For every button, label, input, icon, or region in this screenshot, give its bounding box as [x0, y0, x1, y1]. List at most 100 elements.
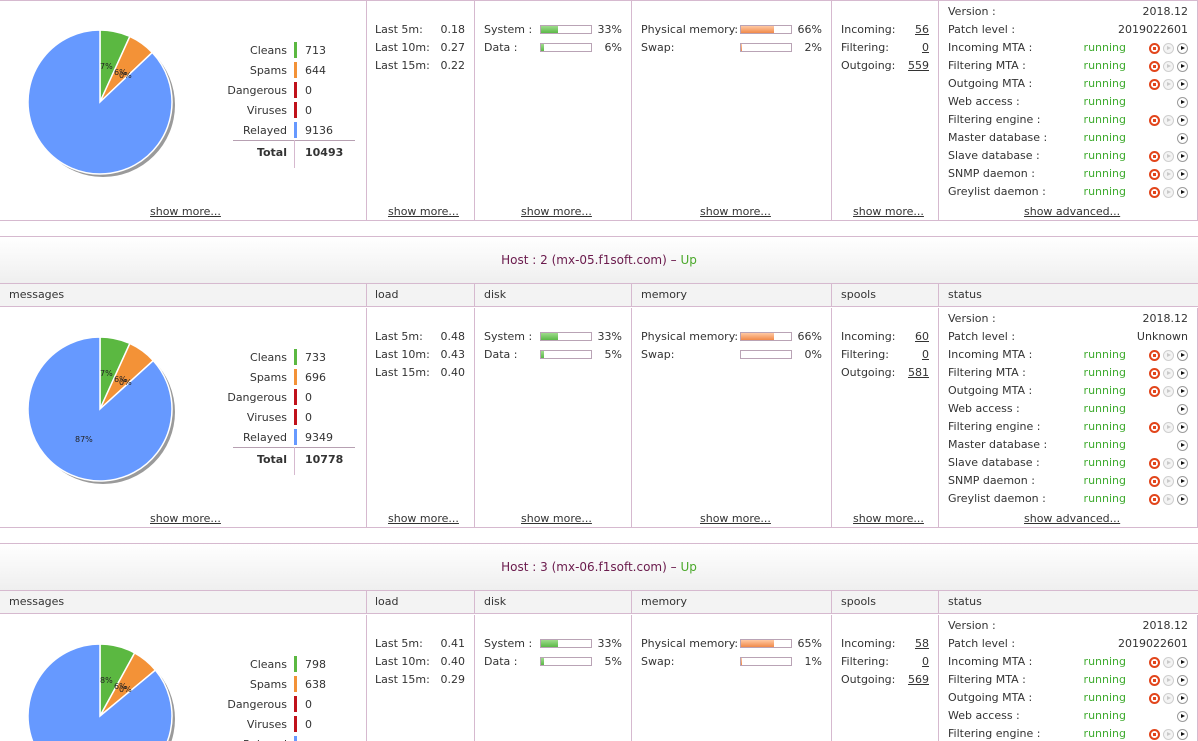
memory-usage-bar [740, 25, 792, 34]
stop-service-icon[interactable] [1149, 187, 1160, 198]
messages-show-more-link[interactable]: show more... [150, 205, 221, 218]
restart-service-icon[interactable] [1163, 151, 1174, 162]
status-label: Outgoing MTA : [948, 384, 1033, 397]
start-service-icon[interactable] [1177, 404, 1188, 415]
spool-count-link[interactable]: 559 [908, 59, 929, 72]
start-service-icon[interactable] [1177, 43, 1188, 54]
stop-service-icon[interactable] [1149, 675, 1160, 686]
stop-service-icon[interactable] [1149, 368, 1160, 379]
start-service-icon[interactable] [1177, 386, 1188, 397]
restart-service-icon[interactable] [1163, 494, 1174, 505]
legend-label-cleans: Cleans [250, 658, 287, 671]
status-label: Filtering engine : [948, 113, 1041, 126]
stop-service-icon[interactable] [1149, 79, 1160, 90]
start-service-icon[interactable] [1177, 675, 1188, 686]
spool-count-link[interactable]: 60 [915, 330, 929, 343]
spools-show-more-link[interactable]: show more... [853, 205, 924, 218]
load-show-more-link[interactable]: show more... [388, 512, 459, 525]
start-service-icon[interactable] [1177, 422, 1188, 433]
memory-show-more-link[interactable]: show more... [700, 205, 771, 218]
legend-value-dangerous: 0 [305, 391, 312, 404]
restart-service-icon[interactable] [1163, 368, 1174, 379]
load-show-more-link[interactable]: show more... [388, 205, 459, 218]
stop-service-icon[interactable] [1149, 657, 1160, 668]
start-service-icon[interactable] [1177, 169, 1188, 180]
stop-service-icon[interactable] [1149, 422, 1160, 433]
start-service-icon[interactable] [1177, 79, 1188, 90]
stop-service-icon[interactable] [1149, 494, 1160, 505]
restart-service-icon[interactable] [1163, 79, 1174, 90]
restart-service-icon[interactable] [1163, 476, 1174, 487]
stop-service-icon[interactable] [1149, 458, 1160, 469]
start-service-icon[interactable] [1177, 440, 1188, 451]
memory-label: Physical memory: [641, 330, 739, 343]
start-service-icon[interactable] [1177, 133, 1188, 144]
legend-label-total: Total [256, 453, 287, 466]
column-header-disk: disk [484, 288, 507, 301]
restart-service-icon[interactable] [1163, 169, 1174, 180]
stop-service-icon[interactable] [1149, 693, 1160, 704]
service-status: running [1083, 438, 1126, 451]
host-state: Up [680, 253, 697, 267]
start-service-icon[interactable] [1177, 458, 1188, 469]
restart-service-icon[interactable] [1163, 350, 1174, 361]
messages-pie-chart: 7%6%0% 87% [27, 336, 175, 484]
legend-value-viruses: 0 [305, 718, 312, 731]
spool-count-link[interactable]: 569 [908, 673, 929, 686]
restart-service-icon[interactable] [1163, 422, 1174, 433]
status-label: Greylist daemon : [948, 185, 1046, 198]
start-service-icon[interactable] [1177, 350, 1188, 361]
status-label: Version : [948, 619, 996, 632]
spool-count-link[interactable]: 0 [922, 348, 929, 361]
status-show-advanced-link[interactable]: show advanced... [1024, 205, 1121, 218]
restart-service-icon[interactable] [1163, 675, 1174, 686]
start-service-icon[interactable] [1177, 494, 1188, 505]
start-service-icon[interactable] [1177, 368, 1188, 379]
memory-show-more-link[interactable]: show more... [700, 512, 771, 525]
restart-service-icon[interactable] [1163, 729, 1174, 740]
column-divider [366, 308, 367, 527]
start-service-icon[interactable] [1177, 187, 1188, 198]
restart-service-icon[interactable] [1163, 386, 1174, 397]
start-service-icon[interactable] [1177, 115, 1188, 126]
disk-show-more-link[interactable]: show more... [521, 512, 592, 525]
restart-service-icon[interactable] [1163, 43, 1174, 54]
restart-service-icon[interactable] [1163, 458, 1174, 469]
stop-service-icon[interactable] [1149, 115, 1160, 126]
stop-service-icon[interactable] [1149, 476, 1160, 487]
start-service-icon[interactable] [1177, 151, 1188, 162]
stop-service-icon[interactable] [1149, 386, 1160, 397]
disk-show-more-link[interactable]: show more... [521, 205, 592, 218]
legend-color-viruses [294, 409, 297, 425]
restart-service-icon[interactable] [1163, 61, 1174, 72]
spool-count-link[interactable]: 581 [908, 366, 929, 379]
stop-service-icon[interactable] [1149, 151, 1160, 162]
column-header-messages: messages [9, 288, 65, 301]
stop-service-icon[interactable] [1149, 43, 1160, 54]
start-service-icon[interactable] [1177, 657, 1188, 668]
stop-service-icon[interactable] [1149, 61, 1160, 72]
restart-service-icon[interactable] [1163, 187, 1174, 198]
start-service-icon[interactable] [1177, 61, 1188, 72]
start-service-icon[interactable] [1177, 711, 1188, 722]
messages-show-more-link[interactable]: show more... [150, 512, 221, 525]
spool-count-link[interactable]: 0 [922, 655, 929, 668]
spool-count-link[interactable]: 56 [915, 23, 929, 36]
status-show-advanced-link[interactable]: show advanced... [1024, 512, 1121, 525]
spool-count-link[interactable]: 0 [922, 41, 929, 54]
legend-label-spams: Spams [249, 678, 287, 691]
start-service-icon[interactable] [1177, 693, 1188, 704]
stop-service-icon[interactable] [1149, 729, 1160, 740]
start-service-icon[interactable] [1177, 97, 1188, 108]
spools-show-more-link[interactable]: show more... [853, 512, 924, 525]
restart-service-icon[interactable] [1163, 693, 1174, 704]
legend-color-relayed [294, 122, 297, 138]
restart-service-icon[interactable] [1163, 657, 1174, 668]
restart-service-icon[interactable] [1163, 115, 1174, 126]
stop-service-icon[interactable] [1149, 169, 1160, 180]
start-service-icon[interactable] [1177, 476, 1188, 487]
spool-count-link[interactable]: 58 [915, 637, 929, 650]
stop-service-icon[interactable] [1149, 350, 1160, 361]
start-service-icon[interactable] [1177, 729, 1188, 740]
pie-slice-relayed [27, 29, 173, 175]
